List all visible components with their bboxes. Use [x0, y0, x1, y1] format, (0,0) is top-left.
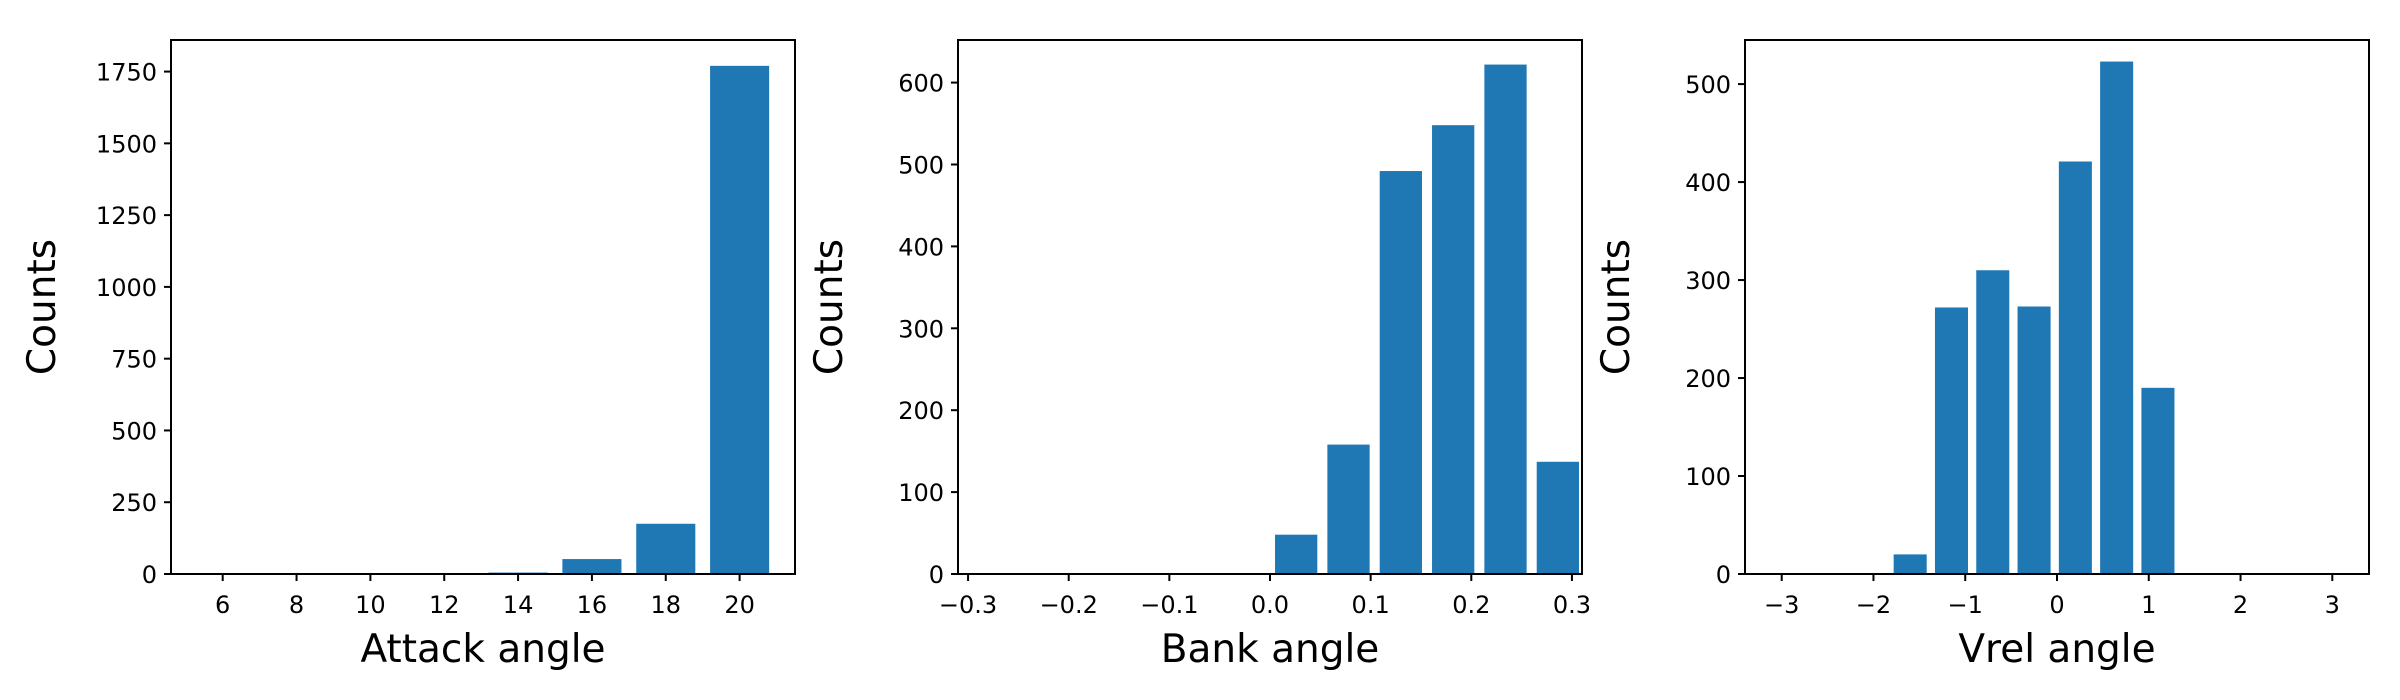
y-tick-label-vrel-2: 200: [1685, 365, 1731, 393]
y-tick-label-attack-6: 1500: [96, 130, 157, 158]
y-axis-label-attack: Counts: [20, 239, 65, 375]
y-tick-label-attack-0: 0: [142, 561, 157, 589]
y-tick-label-attack-4: 1000: [96, 274, 157, 302]
subplot-attack: 6 8 10 12 14 16 18 20 0 250 500 750 1000 1250 1500 1750…: [20, 39, 796, 672]
bar-vrel-4: [1934, 307, 1968, 574]
bar-bank-8: [1379, 171, 1422, 575]
y-tick-label-attack-3: 750: [111, 346, 157, 374]
x-tick-label-vrel-6: 3: [2325, 591, 2340, 619]
y-tick-label-bank-0: 0: [929, 561, 944, 589]
y-tick-label-vrel-5: 500: [1685, 71, 1731, 99]
y-tick-label-attack-5: 1250: [96, 202, 157, 230]
bar-bank-9: [1432, 125, 1475, 575]
x-axis-label-vrel: Vrel angle: [1958, 627, 2155, 672]
x-axis-label-attack: Attack angle: [360, 627, 605, 672]
x-tick-label-vrel-5: 2: [2233, 591, 2248, 619]
y-tick-label-vrel-1: 100: [1685, 463, 1731, 491]
bar-bank-11: [1536, 461, 1579, 574]
bar-vrel-3: [1893, 554, 1927, 574]
bar-vrel-9: [2141, 387, 2175, 574]
x-tick-label-bank-2: −0.1: [1140, 591, 1198, 619]
y-axis-label-vrel: Counts: [1594, 239, 1639, 375]
x-tick-label-attack-2: 10: [355, 591, 386, 619]
x-tick-label-vrel-1: −2: [1856, 591, 1891, 619]
x-tick-label-bank-0: −0.3: [939, 591, 997, 619]
bar-attack-7: [710, 65, 770, 574]
y-tick-label-vrel-4: 400: [1685, 169, 1731, 197]
x-tick-label-bank-3: 0.0: [1251, 591, 1289, 619]
x-tick-label-vrel-4: 1: [2141, 591, 2156, 619]
x-tick-label-bank-4: 0.1: [1352, 591, 1390, 619]
bar-attack-5: [562, 559, 622, 574]
y-tick-label-bank-3: 300: [898, 315, 944, 343]
plot-frame-attack: [170, 39, 796, 575]
bar-vrel-8: [2100, 61, 2134, 575]
bar-vrel-5: [1976, 270, 2010, 574]
x-tick-label-attack-6: 18: [650, 591, 681, 619]
bar-vrel-6: [2017, 306, 2051, 574]
subplot-bank: −0.3 −0.2 −0.1 0.0 0.1 0.2 0.3 0 100 200 300 400 500…: [807, 39, 1591, 672]
x-tick-label-attack-1: 8: [289, 591, 304, 619]
x-tick-label-attack-0: 6: [215, 591, 230, 619]
x-tick-label-attack-3: 12: [429, 591, 460, 619]
x-tick-label-bank-6: 0.3: [1553, 591, 1591, 619]
y-tick-label-attack-1: 250: [111, 489, 157, 517]
bar-bank-7: [1327, 444, 1370, 574]
bar-vrel-7: [2058, 161, 2092, 574]
x-tick-label-vrel-2: −1: [1948, 591, 1983, 619]
x-tick-label-attack-7: 20: [724, 591, 755, 619]
y-tick-label-attack-2: 500: [111, 417, 157, 445]
x-tick-label-bank-5: 0.2: [1452, 591, 1490, 619]
y-tick-label-bank-1: 100: [898, 479, 944, 507]
bar-bank-6: [1275, 534, 1318, 574]
plot-frame-vrel: [1744, 39, 2370, 575]
x-tick-label-attack-5: 16: [577, 591, 608, 619]
x-tick-label-attack-4: 14: [503, 591, 534, 619]
x-tick-label-vrel-3: 0: [2049, 591, 2064, 619]
y-tick-label-bank-4: 400: [898, 233, 944, 261]
subplot-vrel: −3 −2 −1 0 1 2 3 0 100 200 300 400 500 Vrel angle Coun…: [1594, 39, 2370, 672]
bar-attack-6: [636, 523, 696, 574]
y-tick-label-bank-2: 200: [898, 397, 944, 425]
y-tick-label-bank-6: 600: [898, 70, 944, 98]
x-tick-label-vrel-0: −3: [1764, 591, 1799, 619]
y-tick-label-vrel-0: 0: [1716, 561, 1731, 589]
x-tick-label-bank-1: −0.2: [1040, 591, 1098, 619]
y-tick-label-vrel-3: 300: [1685, 267, 1731, 295]
y-axis-label-bank: Counts: [807, 239, 852, 375]
y-tick-label-bank-5: 500: [898, 151, 944, 179]
x-axis-label-bank: Bank angle: [1161, 627, 1380, 672]
bar-bank-10: [1484, 64, 1527, 574]
y-tick-label-attack-7: 1750: [96, 59, 157, 87]
